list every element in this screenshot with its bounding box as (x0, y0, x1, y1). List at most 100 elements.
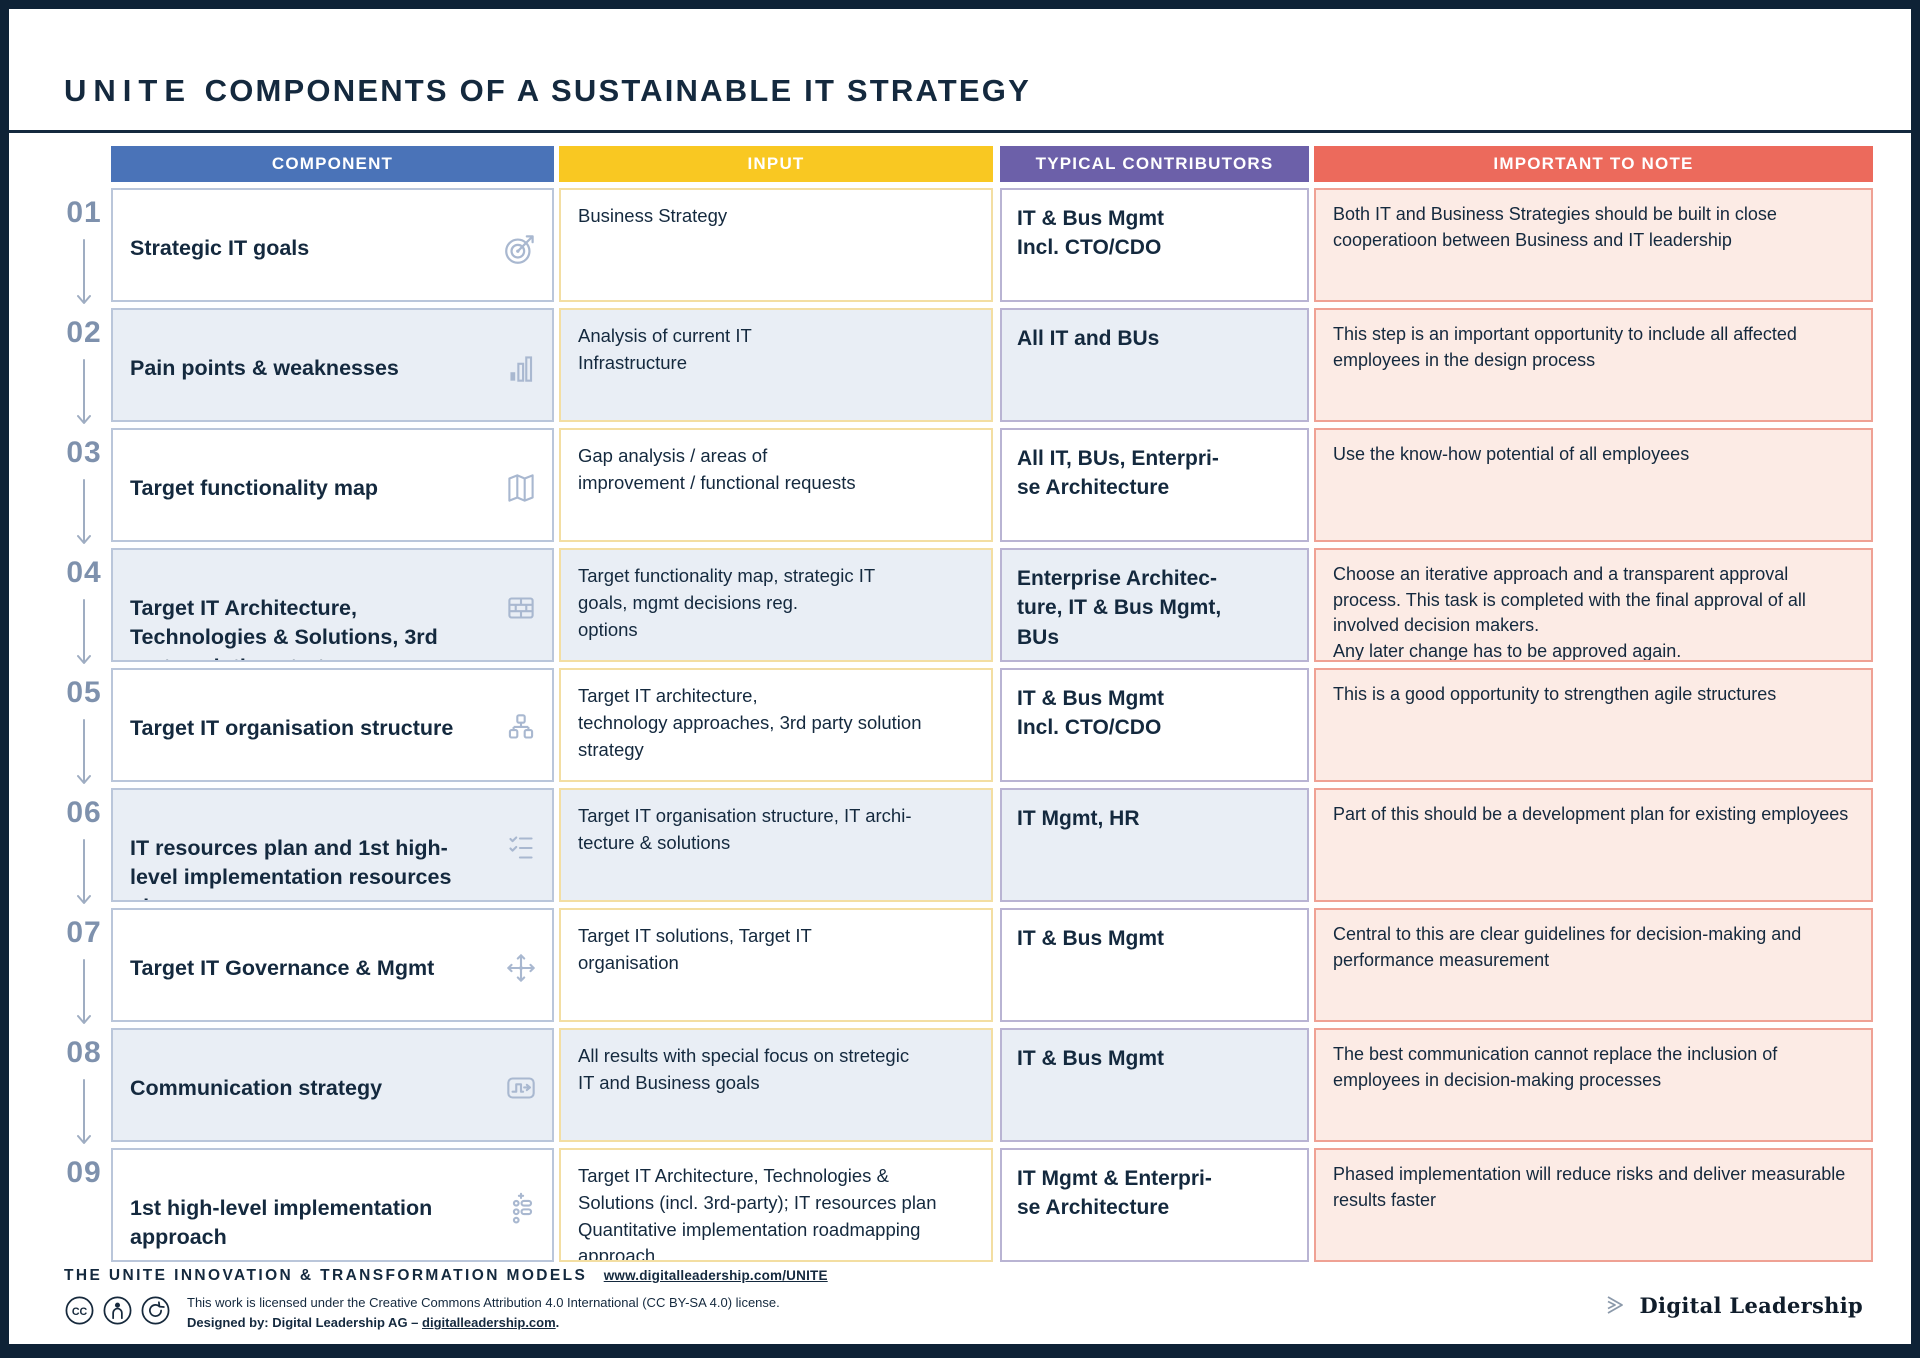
table-row: 02 Pain points & weaknesses Analysis of … (61, 308, 1873, 424)
component-label: Target functionality map (130, 476, 379, 501)
step-column: 04 (61, 548, 111, 664)
page-title: UNITE COMPONENTS OF A SUSTAINABLE IT STR… (64, 73, 1031, 109)
designed-by-text: Designed by: Digital Leadership AG – (187, 1315, 423, 1331)
svg-text:CC: CC (72, 1306, 88, 1318)
share-alike-icon (141, 1296, 170, 1325)
header-note: IMPORTANT TO NOTE (1314, 146, 1873, 182)
contributors-cell: Enterprise Architec- ture, IT & Bus Mgmt… (1000, 548, 1309, 662)
step-number: 03 (66, 436, 102, 469)
license-line1: This work is licensed under the Creative… (187, 1295, 780, 1310)
input-cell: Target IT Architecture, Technologies & S… (559, 1148, 993, 1262)
contributors-cell: IT & Bus Mgmt Incl. CTO/CDO (1000, 188, 1309, 302)
step-column: 08 (61, 1028, 111, 1144)
component-cell: 1st high-level implementation approach (111, 1148, 554, 1262)
strategy-table: COMPONENT INPUT TYPICAL CONTRIBUTORS IMP… (61, 146, 1873, 1268)
step-number: 01 (66, 196, 102, 229)
logo-text: Digital Leadership (1639, 1292, 1863, 1318)
component-cell: IT resources plan and 1st high- level im… (111, 788, 554, 902)
arrow-down-icon (77, 1079, 91, 1144)
header-component: COMPONENT (111, 146, 554, 182)
input-cell: Analysis of current IT Infrastructure (559, 308, 993, 422)
checklist-icon (502, 800, 540, 859)
header-contributors: TYPICAL CONTRIBUTORS (1000, 146, 1309, 182)
move-icon (502, 920, 540, 982)
page-frame: UNITE COMPONENTS OF A SUSTAINABLE IT STR… (9, 9, 1911, 1344)
attribution-icon (103, 1296, 132, 1325)
contributors-cell: IT Mgmt, HR (1000, 788, 1309, 902)
license-line2: Designed by: Digital Leadership AG – dig… (187, 1313, 780, 1333)
table-row: 06 IT resources plan and 1st high- level… (61, 788, 1873, 904)
note-cell: Both IT and Business Strategies should b… (1314, 188, 1873, 302)
input-cell: Business Strategy (559, 188, 993, 302)
input-cell: Target functionality map, strategic IT g… (559, 548, 993, 662)
digital-leadership-logo: Digital Leadership (1604, 1292, 1863, 1318)
digitalleadership-link[interactable]: digitalleadership.com (422, 1315, 556, 1331)
footer-models-label: THE UNITE INNOVATION & TRANSFORMATION MO… (64, 1267, 588, 1284)
designed-by-suffix: . (555, 1315, 560, 1331)
title-divider (9, 130, 1911, 133)
step-number: 05 (66, 676, 102, 709)
arrow-down-icon (77, 239, 91, 304)
input-cell: All results with special focus on strete… (559, 1028, 993, 1142)
step-number: 02 (66, 316, 102, 349)
table-row: 07 Target IT Governance & Mgmt Target IT… (61, 908, 1873, 1024)
input-cell: Target IT solutions, Target IT organisat… (559, 908, 993, 1022)
component-cell: Strategic IT goals (111, 188, 554, 302)
step-column: 06 (61, 788, 111, 904)
arrow-down-icon (77, 359, 91, 424)
step-column: 05 (61, 668, 111, 784)
note-cell: The best communication cannot replace th… (1314, 1028, 1873, 1142)
brick-wall-icon (502, 560, 540, 619)
arrow-down-icon (77, 959, 91, 1024)
component-cell: Target IT Architecture, Technologies & S… (111, 548, 554, 662)
footer-models-line: THE UNITE INNOVATION & TRANSFORMATION MO… (64, 1267, 828, 1285)
step-column: 03 (61, 428, 111, 544)
step-number: 07 (66, 916, 102, 949)
bar-chart-icon (502, 320, 540, 382)
header-input: INPUT (559, 146, 993, 182)
step-column: 09 (61, 1148, 111, 1262)
component-label: Target IT Architecture, Technologies & S… (130, 596, 438, 660)
component-label: Target IT Governance & Mgmt (130, 956, 435, 981)
component-label: Pain points & weaknesses (130, 356, 399, 381)
input-cell: Gap analysis / areas of improvement / fu… (559, 428, 993, 542)
step-number: 09 (66, 1156, 102, 1189)
cc-icon: CC (65, 1296, 94, 1325)
contributors-cell: All IT, BUs, Enterpri- se Architecture (1000, 428, 1309, 542)
step-number: 04 (66, 556, 102, 589)
contributors-cell: IT & Bus Mgmt (1000, 1028, 1309, 1142)
contributors-cell: IT & Bus Mgmt (1000, 908, 1309, 1022)
component-label: Communication strategy (130, 1076, 383, 1101)
component-cell: Pain points & weaknesses (111, 308, 554, 422)
map-icon (502, 440, 540, 502)
arrow-down-icon (77, 599, 91, 664)
unite-link[interactable]: www.digitalleadership.com/UNITE (603, 1268, 828, 1283)
org-chart-icon (502, 680, 540, 739)
component-label: IT resources plan and 1st high- level im… (130, 836, 452, 900)
contributors-cell: IT & Bus Mgmt Incl. CTO/CDO (1000, 668, 1309, 782)
arrow-down-icon (77, 719, 91, 784)
contributors-cell: IT Mgmt & Enterpri- se Architecture (1000, 1148, 1309, 1262)
note-cell: This is a good opportunity to strengthen… (1314, 668, 1873, 782)
title-rest: COMPONENTS OF A SUSTAINABLE IT STRATEGY (204, 73, 1031, 108)
signal-icon (502, 1040, 540, 1099)
component-label: 1st high-level implementation approach (130, 1196, 433, 1250)
title-prefix: UNITE (64, 73, 192, 108)
note-cell: Central to this are clear guidelines for… (1314, 908, 1873, 1022)
contributors-cell: All IT and BUs (1000, 308, 1309, 422)
license-text: This work is licensed under the Creative… (187, 1293, 780, 1333)
table-row: 05 Target IT organisation structure Targ… (61, 668, 1873, 784)
note-cell: Use the know-how potential of all employ… (1314, 428, 1873, 542)
note-cell: This step is an important opportunity to… (1314, 308, 1873, 422)
component-cell: Communication strategy (111, 1028, 554, 1142)
step-column: 01 (61, 188, 111, 304)
note-cell: Choose an iterative approach and a trans… (1314, 548, 1873, 662)
component-cell: Target IT Governance & Mgmt (111, 908, 554, 1022)
step-number: 08 (66, 1036, 102, 1069)
creative-commons-icons: CC (64, 1295, 171, 1326)
note-cell: Phased implementation will reduce risks … (1314, 1148, 1873, 1262)
table-row: 08 Communication strategy All results wi… (61, 1028, 1873, 1144)
table-header: COMPONENT INPUT TYPICAL CONTRIBUTORS IMP… (111, 146, 1873, 182)
chevron-logo-icon (1607, 1296, 1623, 1314)
